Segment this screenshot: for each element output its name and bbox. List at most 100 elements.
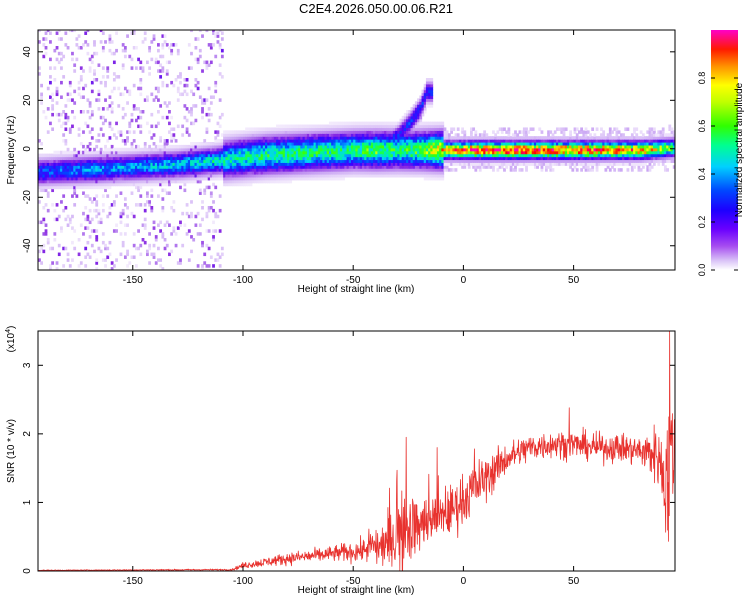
heatmap-cell [53, 182, 57, 187]
heatmap-cell [249, 130, 253, 134]
heatmap-cell [84, 255, 88, 259]
heatmap-cell [141, 174, 145, 178]
heatmap-cell [216, 252, 220, 257]
heatmap-cell [236, 174, 240, 178]
heatmap-cell [57, 37, 61, 41]
heatmap-cell [82, 168, 85, 172]
heatmap-cell [284, 130, 288, 134]
heatmap-cell [364, 136, 368, 140]
heatmap-cell [86, 252, 90, 257]
heatmap-cell [110, 144, 114, 149]
heatmap-cell [192, 144, 196, 149]
heatmap-cell [159, 150, 163, 155]
heatmap-cell [172, 133, 176, 137]
heatmap-cell [84, 264, 88, 268]
heatmap-cell [256, 150, 260, 155]
heatmap-cell [406, 168, 409, 172]
heatmap-cell [49, 174, 52, 178]
heatmap-cell [73, 115, 77, 120]
heatmap-cell [106, 139, 110, 143]
heatmap-cell [571, 150, 575, 155]
heatmap-cell [450, 153, 453, 158]
heatmap-cell [280, 159, 284, 163]
heatmap-cell [134, 174, 138, 178]
heatmap-cell [139, 168, 143, 172]
heatmap-cell [77, 171, 81, 175]
heatmap-cell [406, 171, 409, 175]
heatmap-cell [432, 168, 436, 172]
heatmap-cell [302, 150, 306, 155]
heatmap-cell [159, 147, 163, 152]
heatmap-cell [613, 153, 617, 158]
heatmap-cell [214, 176, 218, 181]
heatmap-cell [342, 130, 345, 134]
heatmap-cell [287, 176, 290, 181]
heatmap-cell [68, 162, 72, 166]
heatmap-cell [260, 168, 264, 172]
heatmap-cell [187, 174, 191, 178]
heatmap-cell [51, 171, 55, 175]
heatmap-cell [282, 162, 286, 166]
heatmap-cell [260, 165, 264, 169]
heatmap-cell [117, 174, 121, 178]
heatmap-cell [183, 182, 187, 187]
heatmap-cell [280, 156, 284, 161]
heatmap-cell [196, 174, 200, 178]
heatmap-cell [547, 144, 550, 149]
heatmap-cell [287, 142, 290, 146]
heatmap-cell [176, 165, 180, 169]
heatmap-cell [496, 159, 500, 163]
heatmap-cell [346, 171, 350, 175]
heatmap-cell [399, 174, 403, 178]
heatmap-cell [117, 162, 121, 166]
heatmap-cell [567, 156, 570, 161]
heatmap-cell [97, 139, 101, 143]
heatmap-cell [527, 162, 531, 166]
heatmap-cell [441, 171, 445, 175]
heatmap-cell [458, 156, 462, 161]
heatmap-cell [507, 150, 511, 155]
heatmap-cell [432, 124, 436, 129]
heatmap-cell [373, 142, 376, 146]
heatmap-cell [617, 147, 621, 152]
heatmap-cell [104, 258, 107, 262]
heatmap-cell [110, 51, 114, 56]
heatmap-cell [492, 162, 495, 166]
heatmap-cell [46, 179, 50, 184]
heatmap-cell [161, 156, 165, 161]
heatmap-cell [441, 124, 445, 129]
heatmap-cell [430, 130, 434, 134]
heatmap-cell [57, 185, 61, 190]
heatmap-cell [489, 165, 493, 169]
heatmap-cell [137, 188, 140, 193]
heatmap-cell [148, 203, 152, 207]
heatmap-cell [223, 162, 226, 166]
heatmap-cell [64, 168, 68, 172]
heatmap-cell [366, 159, 370, 163]
heatmap-cell [423, 165, 427, 169]
heatmap-cell [130, 165, 134, 169]
heatmap-cell [71, 110, 74, 114]
heatmap-cell [271, 174, 275, 178]
heatmap-cell [71, 159, 74, 163]
heatmap-cell [231, 147, 235, 152]
heatmap-cell [79, 159, 83, 163]
heatmap-cell [229, 156, 233, 161]
heatmap-cell [586, 165, 590, 169]
heatmap-cell [168, 147, 171, 152]
heatmap-cell [613, 168, 617, 172]
heatmap-cell [458, 150, 462, 155]
heatmap-cell [110, 261, 114, 265]
heatmap-cell [137, 147, 140, 152]
heatmap-cell [337, 150, 341, 155]
heatmap-cell [417, 121, 420, 126]
heatmap-cell [205, 174, 209, 178]
heatmap-cell [165, 83, 169, 88]
heatmap-cell [240, 159, 244, 163]
heatmap-cell [150, 165, 154, 169]
heatmap-cell [46, 153, 50, 158]
heatmap-cell [600, 162, 603, 166]
heatmap-cell [406, 165, 409, 169]
heatmap-cell [430, 176, 434, 181]
heatmap-cell [439, 124, 442, 129]
